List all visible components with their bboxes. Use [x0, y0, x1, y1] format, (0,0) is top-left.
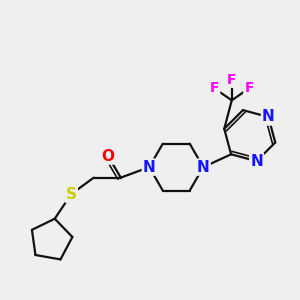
Text: F: F — [227, 73, 236, 87]
Text: F: F — [210, 81, 219, 95]
Text: O: O — [102, 148, 115, 164]
Text: N: N — [143, 160, 156, 175]
Text: N: N — [197, 160, 210, 175]
Text: N: N — [262, 110, 275, 124]
Text: N: N — [250, 154, 263, 169]
Text: S: S — [66, 187, 77, 202]
Text: F: F — [244, 81, 254, 95]
